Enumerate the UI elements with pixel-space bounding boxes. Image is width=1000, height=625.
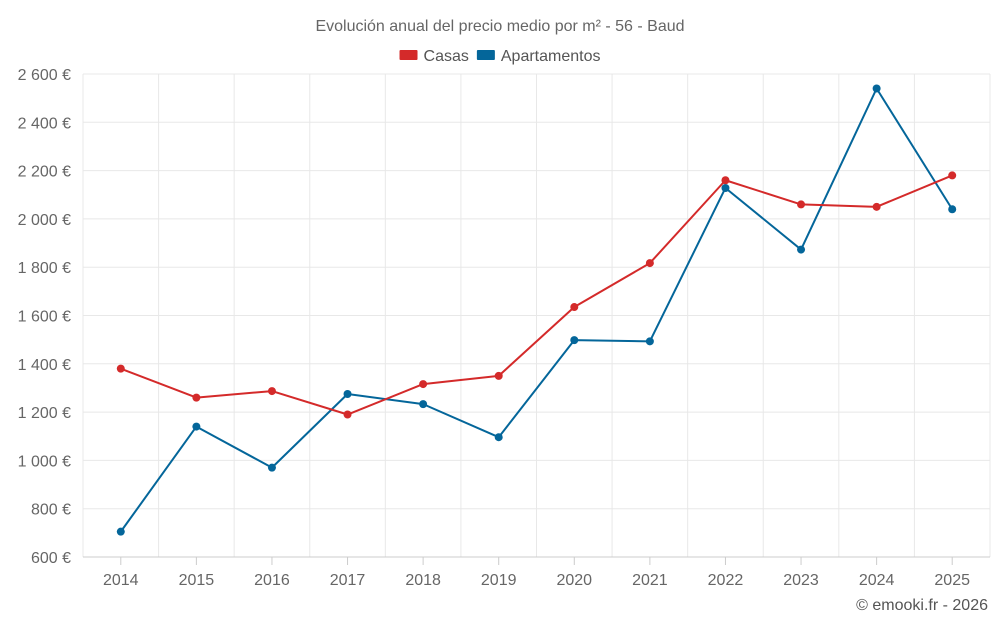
x-tick-label: 2020	[556, 572, 592, 589]
x-tick-label: 2015	[179, 572, 215, 589]
y-tick-label: 800 €	[31, 502, 71, 519]
x-axis: 2014 2015 2016 2017 2018 2019 2020 2021 2022 2023…	[83, 556, 990, 589]
y-tick-label: 2 000 €	[18, 212, 71, 229]
data-point-casas[interactable]	[116, 364, 125, 373]
x-tick-label: 2022	[708, 572, 744, 589]
x-tick-label: 2021	[632, 572, 668, 589]
data-point-casas[interactable]	[570, 303, 579, 312]
y-axis: 600 € 800 € 1 000 € 1 200 € 1 400 € 1 600 € 1 …	[18, 67, 71, 567]
data-point-casas[interactable]	[645, 259, 654, 268]
data-point-apartamentos[interactable]	[570, 336, 579, 345]
y-tick-label: 600 €	[31, 550, 71, 567]
legend-swatch-apartamentos[interactable]	[476, 50, 495, 60]
data-point-apartamentos[interactable]	[494, 433, 503, 442]
x-tick-label: 2016	[254, 572, 290, 589]
data-point-casas[interactable]	[494, 371, 503, 380]
y-tick-label: 1 200 €	[18, 405, 71, 422]
x-tick-label: 2017	[330, 572, 366, 589]
series-line-casas	[120, 174, 953, 416]
y-tick-label: 1 800 €	[18, 260, 71, 277]
data-point-apartamentos[interactable]	[192, 422, 201, 431]
data-point-apartamentos[interactable]	[645, 337, 654, 346]
data-point-apartamentos[interactable]	[797, 245, 806, 254]
data-point-casas[interactable]	[948, 171, 957, 180]
y-tick-label: 2 200 €	[18, 164, 71, 181]
data-point-casas[interactable]	[343, 410, 352, 419]
series-line-apartamentos	[119, 87, 954, 533]
x-tick-label: 2018	[405, 572, 441, 589]
x-tick-label: 2025	[934, 572, 970, 589]
y-tick-label: 2 400 €	[18, 115, 71, 132]
data-point-apartamentos[interactable]	[116, 527, 125, 536]
x-tick-label: 2014	[103, 572, 139, 589]
x-tick-label: 2023	[783, 572, 819, 589]
legend-label-apartamentos: Apartamentos	[501, 48, 601, 65]
y-tick-label: 1 000 €	[18, 453, 71, 470]
series-apartamentos	[116, 84, 957, 536]
data-point-casas[interactable]	[872, 202, 881, 211]
legend-swatch-casas[interactable]	[399, 50, 418, 60]
data-point-apartamentos[interactable]	[419, 400, 428, 409]
x-tick-label: 2019	[481, 572, 517, 589]
series-group	[116, 84, 957, 536]
chart-title: Evolución anual del precio medio por m² …	[315, 18, 684, 35]
data-point-apartamentos[interactable]	[343, 389, 352, 398]
series-casas	[116, 171, 957, 419]
grid	[82, 73, 991, 558]
data-point-apartamentos[interactable]	[872, 84, 881, 93]
legend: Casas Apartamentos	[399, 48, 601, 65]
data-point-casas[interactable]	[721, 176, 730, 185]
data-point-apartamentos[interactable]	[948, 205, 957, 214]
data-point-casas[interactable]	[267, 387, 276, 396]
data-point-apartamentos[interactable]	[267, 463, 276, 472]
data-point-casas[interactable]	[192, 393, 201, 402]
data-point-apartamentos[interactable]	[721, 183, 730, 192]
data-point-casas[interactable]	[797, 200, 806, 209]
y-tick-label: 1 400 €	[18, 357, 71, 374]
legend-label-casas: Casas	[424, 48, 469, 65]
y-tick-label: 1 600 €	[18, 309, 71, 326]
credit-text: © emooki.fr - 2026	[856, 597, 988, 614]
y-tick-label: 2 600 €	[18, 67, 71, 84]
x-tick-label: 2024	[859, 572, 895, 589]
data-point-casas[interactable]	[419, 380, 428, 389]
